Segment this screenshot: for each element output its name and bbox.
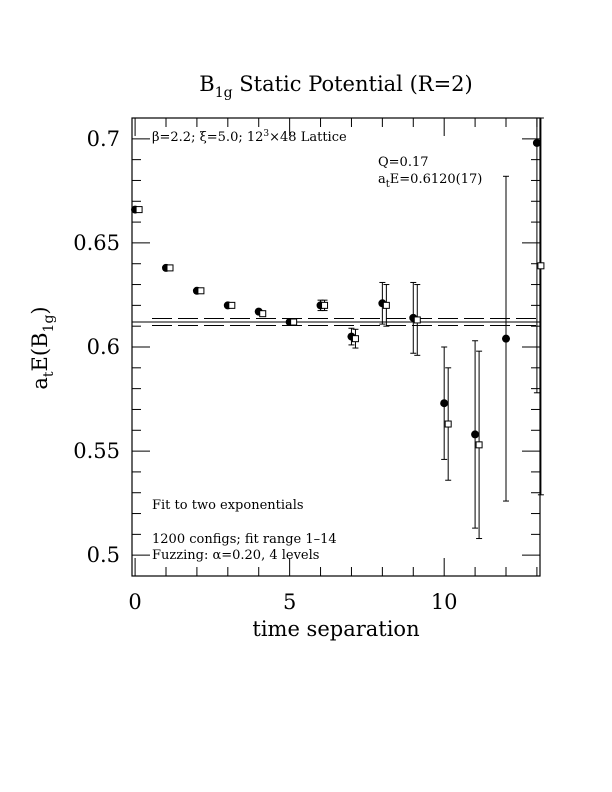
x-tick-label: 10	[431, 590, 458, 614]
annotation-lattice: β=2.2; ξ=5.0; 123×48 Lattice	[152, 129, 347, 145]
circle-marker	[471, 430, 480, 439]
y-tick-labels: 0.5 0.55 0.6 0.65 0.7	[73, 127, 120, 567]
square-marker	[413, 316, 421, 324]
y-tick-label: 0.7	[87, 127, 120, 151]
data-point	[471, 340, 480, 529]
square-marker	[351, 335, 359, 343]
data-point	[351, 328, 359, 349]
annotation-configs: 1200 configs; fit range 1–14	[152, 532, 337, 547]
x-axis-title: time separation	[252, 617, 419, 641]
data-point	[537, 117, 545, 496]
x-tick-label: 5	[283, 590, 296, 614]
data-point	[532, 117, 541, 394]
data-point	[475, 350, 483, 540]
y-tick-label: 0.5	[87, 543, 120, 567]
circle-marker	[502, 334, 510, 343]
data-point	[166, 264, 174, 272]
square-marker	[259, 310, 267, 318]
data-point	[502, 175, 510, 502]
data-point	[135, 206, 143, 214]
data-point	[382, 284, 390, 327]
annotation-q: Q=0.17	[378, 155, 429, 170]
y-tick-label: 0.55	[73, 439, 120, 463]
square-marker	[135, 206, 143, 214]
y-tick-label: 0.6	[87, 335, 120, 359]
data-point	[413, 284, 421, 356]
series-open-squares	[135, 117, 545, 540]
square-marker	[321, 301, 329, 309]
data-point	[440, 346, 449, 460]
fit-band	[132, 317, 540, 327]
square-marker	[537, 262, 545, 270]
data-point	[259, 310, 267, 318]
y-tick-label: 0.65	[73, 231, 120, 255]
data-point	[290, 318, 298, 326]
square-marker	[290, 318, 298, 326]
y-axis-title: atE(B1g)	[28, 306, 57, 389]
chart-title: B1g Static Potential (R=2)	[199, 72, 472, 101]
svg-text:atE(B1g): atE(B1g)	[28, 306, 57, 389]
square-marker	[444, 420, 452, 428]
circle-marker	[532, 138, 541, 147]
x-tick-labels: 0 5 10	[128, 590, 457, 614]
annotation-fit: Fit to two exponentials	[152, 498, 304, 513]
annotation-energy: atE=0.6120(17)	[378, 172, 482, 190]
square-marker	[228, 301, 236, 309]
data-point	[228, 301, 236, 309]
square-marker	[475, 441, 483, 449]
data-point	[444, 367, 452, 481]
data-point	[321, 299, 329, 312]
annotation-fuzzing: Fuzzing: α=0.20, 4 levels	[152, 548, 319, 563]
square-marker	[166, 264, 174, 272]
circle-marker	[440, 399, 449, 408]
x-tick-label: 0	[128, 590, 141, 614]
square-marker	[382, 301, 390, 309]
square-marker	[197, 287, 205, 295]
data-point	[197, 287, 205, 295]
